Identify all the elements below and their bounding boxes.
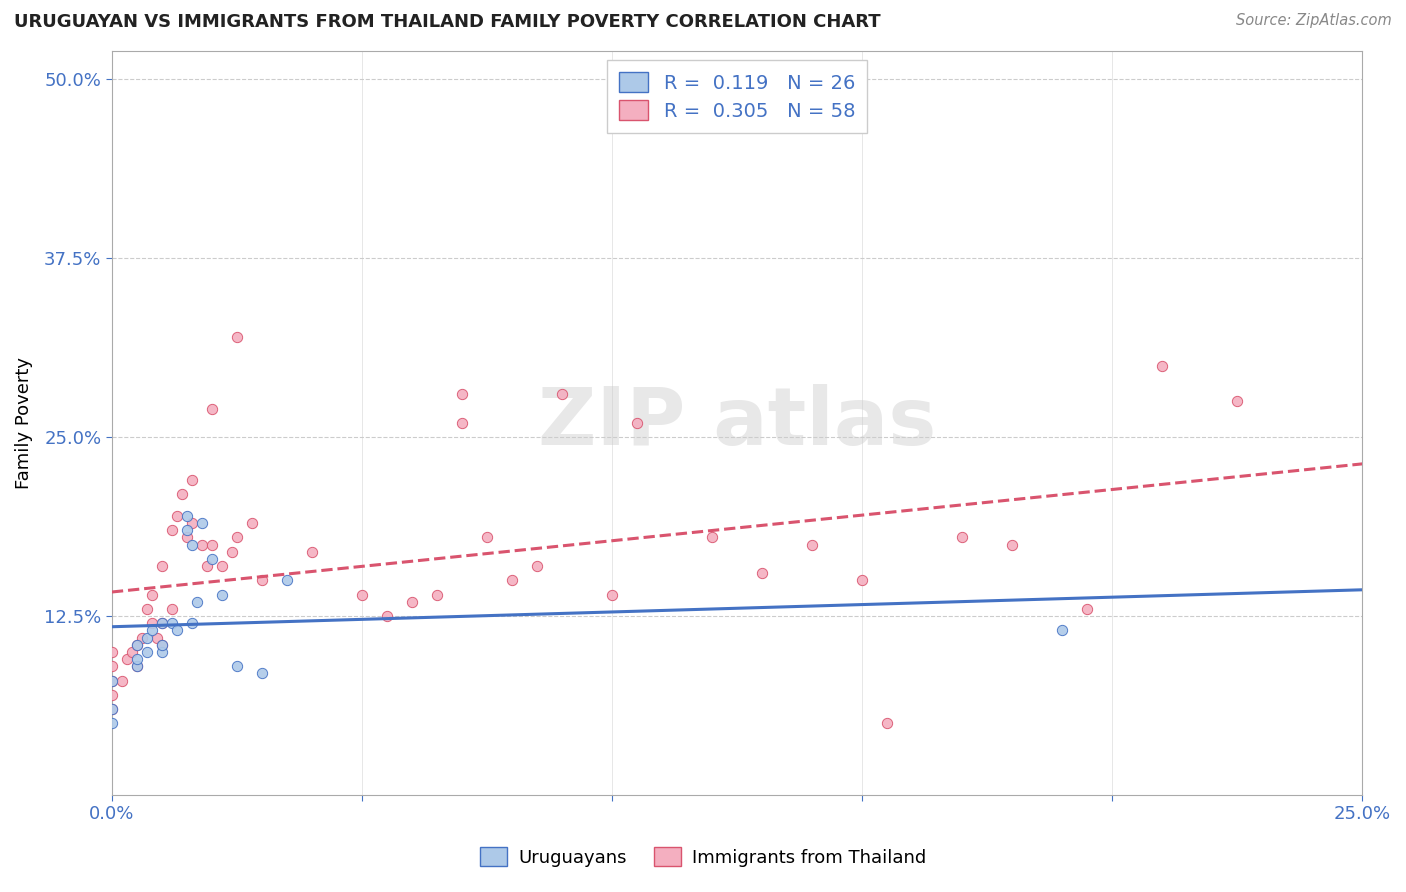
Point [250,666,273,681]
Legend: Uruguayans, Immigrants from Thailand: Uruguayans, Immigrants from Thailand [472,840,934,874]
Point [350,588,373,602]
Point [150,559,173,574]
Point [101,645,124,659]
Point [135,645,157,659]
Point [475,530,498,544]
Point [141,588,163,602]
Point [150,616,173,631]
Point [375,609,398,624]
Point [211,559,233,574]
Point [125,652,148,666]
Point [501,574,523,588]
Point [186,595,208,609]
Point [101,716,124,731]
Point [301,545,323,559]
Point [851,574,873,588]
Point [125,638,148,652]
Point [181,616,204,631]
Point [166,624,188,638]
Point [111,673,134,688]
Point [1001,537,1024,551]
Point [195,559,218,574]
Point [1152,359,1174,373]
Point [176,523,198,537]
Text: ZIP atlas: ZIP atlas [538,384,936,462]
Point [150,645,173,659]
Point [276,574,298,588]
Point [115,652,138,666]
Point [101,688,124,702]
Point [170,487,193,501]
Point [160,602,183,616]
Point [135,602,157,616]
Point [181,473,204,487]
Point [226,330,249,344]
Point [141,624,163,638]
Point [191,537,214,551]
Point [160,616,183,631]
Point [702,530,724,544]
Point [176,508,198,523]
Point [141,616,163,631]
Point [451,416,474,430]
Point [876,716,898,731]
Legend: R =  0.119   N = 26, R =  0.305   N = 58: R = 0.119 N = 26, R = 0.305 N = 58 [607,61,868,133]
Point [201,552,224,566]
Point [426,588,449,602]
Point [211,588,233,602]
Point [150,638,173,652]
Point [135,631,157,645]
Point [600,588,623,602]
Point [131,631,153,645]
Point [101,673,124,688]
Point [125,659,148,673]
Point [101,702,124,716]
Point [1076,602,1098,616]
Point [150,638,173,652]
Point [146,631,169,645]
Point [226,530,249,544]
Point [240,516,263,530]
Point [250,574,273,588]
Point [101,702,124,716]
Point [801,537,824,551]
Text: URUGUAYAN VS IMMIGRANTS FROM THAILAND FAMILY POVERTY CORRELATION CHART: URUGUAYAN VS IMMIGRANTS FROM THAILAND FA… [14,13,880,31]
Point [751,566,773,581]
Point [1052,624,1074,638]
Point [176,530,198,544]
Y-axis label: Family Poverty: Family Poverty [15,357,32,489]
Point [451,387,474,401]
Point [201,401,224,416]
Point [101,673,124,688]
Text: Source: ZipAtlas.com: Source: ZipAtlas.com [1236,13,1392,29]
Point [125,659,148,673]
Point [125,638,148,652]
Point [101,659,124,673]
Point [1226,394,1249,409]
Point [181,516,204,530]
Point [526,559,548,574]
Point [181,537,204,551]
Point [121,645,143,659]
Point [201,537,224,551]
Point [626,416,648,430]
Point [191,516,214,530]
Point [551,387,574,401]
Point [950,530,973,544]
Point [160,523,183,537]
Point [221,545,243,559]
Point [401,595,423,609]
Point [150,616,173,631]
Point [166,508,188,523]
Point [226,659,249,673]
